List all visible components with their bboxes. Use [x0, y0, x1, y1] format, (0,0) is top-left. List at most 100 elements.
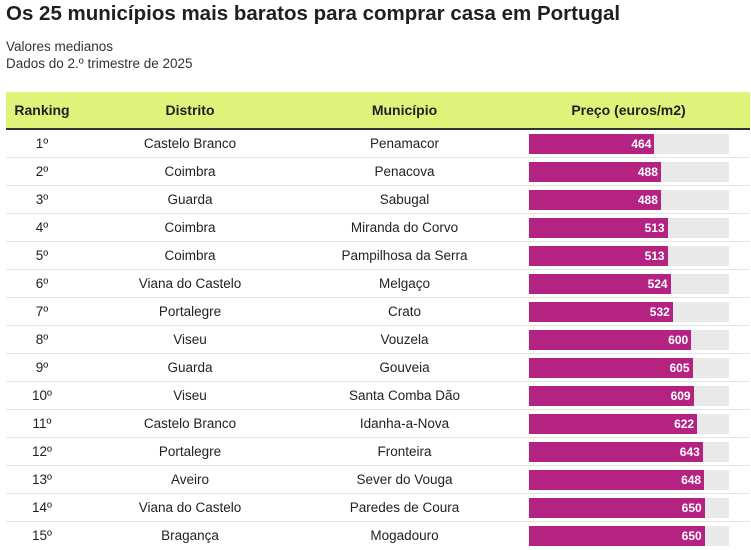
price-bar: 513 — [529, 245, 668, 266]
price-bar-track: 648 — [529, 469, 729, 490]
distrito-cell: Viseu — [78, 325, 302, 354]
price-bar-track: 650 — [529, 497, 729, 518]
rank-cell: 8º — [6, 325, 78, 354]
table-header-row: Ranking Distrito Município Preço (euros/… — [6, 92, 750, 130]
ranking-table: Ranking Distrito Município Preço (euros/… — [6, 92, 750, 549]
table-row: 4º Coimbra Miranda do Corvo 513 — [6, 213, 750, 242]
distrito-cell: Guarda — [78, 353, 302, 382]
distrito-cell: Coimbra — [78, 241, 302, 270]
price-bar: 488 — [529, 189, 661, 210]
distrito-cell: Coimbra — [78, 157, 302, 186]
price-bar: 600 — [529, 329, 692, 350]
price-bar: 650 — [529, 525, 705, 546]
price-cell: 605 — [507, 353, 750, 382]
price-bar: 464 — [529, 133, 655, 154]
price-bar-track: 488 — [529, 189, 729, 210]
price-bar-track: 650 — [529, 525, 729, 546]
price-value-label: 622 — [674, 416, 695, 431]
price-bar-track: 643 — [529, 441, 729, 462]
price-cell: 609 — [507, 381, 750, 410]
price-cell: 513 — [507, 213, 750, 242]
municipio-cell: Mogadouro — [370, 528, 439, 543]
table-row: 5º Coimbra Pampilhosa da Serra 513 — [6, 241, 750, 270]
distrito-cell: Castelo Branco — [78, 409, 302, 438]
price-bar: 605 — [529, 357, 693, 378]
distrito-cell: Guarda — [78, 185, 302, 214]
table-row: 8º Viseu Vouzela 600 — [6, 325, 750, 354]
table-row: 12º Portalegre Fronteira 643 — [6, 437, 750, 466]
price-bar-track: 532 — [529, 301, 729, 322]
price-value-label: 524 — [647, 276, 668, 291]
municipio-cell: Vouzela — [302, 325, 507, 354]
subtitle-line-1: Valores medianos — [6, 39, 114, 54]
price-cell: 600 — [507, 325, 750, 354]
price-bar-track: 605 — [529, 357, 729, 378]
price-value-label: 464 — [631, 136, 652, 151]
municipio-cell: Melgaço — [302, 269, 507, 298]
municipio-cell: Crato — [302, 297, 507, 326]
municipio-cell: Miranda do Corvo — [302, 213, 507, 242]
price-value-label: 513 — [644, 220, 665, 235]
municipio-cell: Gouveia — [302, 353, 507, 382]
table-row: 11º Castelo Branco Idanha-a-Nova 622 — [6, 409, 750, 438]
rank-cell: 12º — [6, 437, 78, 466]
rank-cell: 15º — [32, 528, 52, 543]
price-value-label: 513 — [644, 248, 665, 263]
municipio-cell: Fronteira — [302, 437, 507, 466]
rank-cell: 13º — [6, 465, 78, 494]
municipio-cell: Idanha-a-Nova — [302, 409, 507, 438]
price-bar-track: 488 — [529, 161, 729, 182]
price-value-label: 609 — [670, 388, 691, 403]
price-value-label: 650 — [681, 500, 702, 515]
price-cell: 650 — [507, 522, 750, 550]
price-value-label: 488 — [637, 164, 658, 179]
price-value-label: 532 — [649, 304, 670, 319]
price-value-label: 648 — [681, 472, 702, 487]
rank-cell: 2º — [6, 157, 78, 186]
table-row: 2º Coimbra Penacova 488 — [6, 157, 750, 186]
price-bar: 513 — [529, 217, 668, 238]
price-cell: 650 — [507, 493, 750, 522]
municipio-cell: Paredes de Coura — [302, 493, 507, 522]
distrito-cell: Viseu — [78, 381, 302, 410]
header-preco[interactable]: Preço (euros/m2) — [507, 92, 750, 130]
price-bar: 488 — [529, 161, 661, 182]
header-distrito[interactable]: Distrito — [78, 92, 302, 130]
chart-title: Os 25 municípios mais baratos para compr… — [6, 2, 621, 25]
rank-cell: 10º — [6, 381, 78, 410]
price-value-label: 600 — [668, 332, 689, 347]
rank-cell: 1º — [6, 129, 78, 158]
distrito-cell: Viana do Castelo — [78, 493, 302, 522]
header-municipio[interactable]: Município — [302, 92, 507, 130]
table-row: 10º Viseu Santa Comba Dão 609 — [6, 381, 750, 410]
price-bar: 532 — [529, 301, 673, 322]
header-ranking[interactable]: Ranking — [6, 92, 78, 130]
price-bar-track: 622 — [529, 413, 729, 434]
price-value-label: 650 — [681, 528, 702, 543]
distrito-cell: Portalegre — [78, 437, 302, 466]
distrito-cell: Viana do Castelo — [78, 269, 302, 298]
price-cell: 513 — [507, 241, 750, 270]
price-cell: 648 — [507, 465, 750, 494]
price-bar-track: 609 — [529, 385, 729, 406]
price-bar: 609 — [529, 385, 694, 406]
table-row: 9º Guarda Gouveia 605 — [6, 353, 750, 382]
price-bar: 648 — [529, 469, 705, 490]
price-bar-track: 524 — [529, 273, 729, 294]
rank-cell: 4º — [6, 213, 78, 242]
table-row: 1º Castelo Branco Penamacor 464 — [6, 129, 750, 158]
distrito-cell: Aveiro — [78, 465, 302, 494]
subtitle-line-2: Dados do 2.º trimestre de 2025 — [6, 56, 193, 71]
rank-cell: 5º — [6, 241, 78, 270]
price-bar: 524 — [529, 273, 671, 294]
table-row: 7º Portalegre Crato 532 — [6, 297, 750, 326]
distrito-cell: Castelo Branco — [78, 129, 302, 158]
price-bar: 622 — [529, 413, 698, 434]
table-row: 15º Bragança Mogadouro 650 — [6, 522, 750, 550]
distrito-cell: Coimbra — [78, 213, 302, 242]
rank-cell: 6º — [6, 269, 78, 298]
price-cell: 643 — [507, 437, 750, 466]
chart-subtitle: Valores medianos Dados do 2.º trimestre … — [6, 38, 193, 72]
price-bar-track: 600 — [529, 329, 729, 350]
price-bar-track: 513 — [529, 245, 729, 266]
